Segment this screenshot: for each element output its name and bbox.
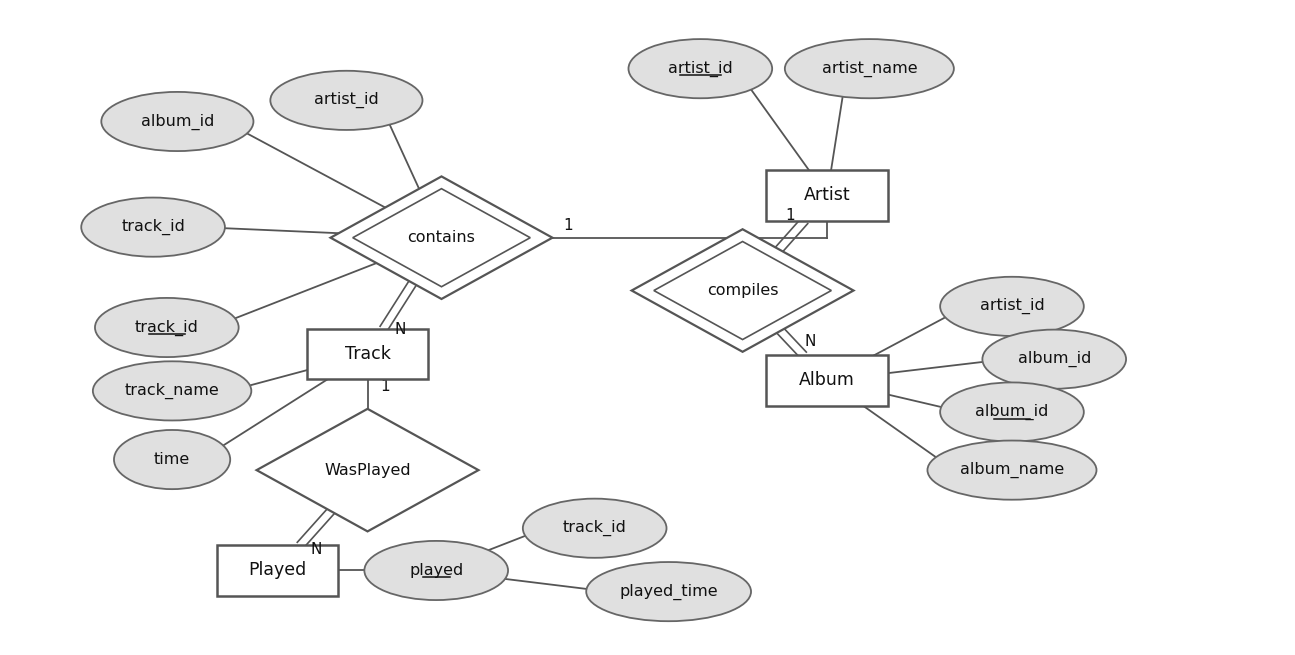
Text: WasPlayed: WasPlayed — [324, 462, 411, 477]
Ellipse shape — [95, 298, 238, 357]
Text: N: N — [395, 322, 407, 337]
Ellipse shape — [114, 430, 231, 489]
Ellipse shape — [785, 39, 954, 98]
FancyBboxPatch shape — [218, 545, 338, 596]
Ellipse shape — [523, 498, 667, 558]
Text: artist_id: artist_id — [979, 298, 1044, 314]
Ellipse shape — [93, 362, 251, 421]
Ellipse shape — [587, 562, 751, 621]
Ellipse shape — [927, 441, 1097, 500]
Text: album_id: album_id — [975, 404, 1049, 420]
Ellipse shape — [940, 277, 1084, 336]
Text: Played: Played — [249, 561, 307, 580]
FancyBboxPatch shape — [767, 355, 888, 405]
Ellipse shape — [271, 71, 422, 130]
Text: Track: Track — [344, 345, 391, 363]
Text: N: N — [311, 542, 321, 557]
Text: played: played — [409, 563, 464, 578]
Text: compiles: compiles — [707, 283, 778, 298]
Text: 1: 1 — [563, 217, 572, 233]
Ellipse shape — [101, 92, 254, 151]
Text: track_id: track_id — [563, 520, 627, 536]
Text: N: N — [805, 333, 816, 348]
Polygon shape — [330, 176, 553, 299]
FancyBboxPatch shape — [767, 170, 888, 221]
Text: time: time — [154, 452, 190, 467]
Text: Album: Album — [799, 371, 855, 389]
Polygon shape — [256, 409, 478, 531]
Ellipse shape — [983, 329, 1127, 389]
Text: artist_id: artist_id — [313, 92, 378, 109]
Text: Artist: Artist — [804, 187, 851, 204]
Polygon shape — [632, 229, 853, 352]
Text: album_id: album_id — [1018, 351, 1090, 367]
Ellipse shape — [940, 383, 1084, 441]
Polygon shape — [654, 242, 831, 339]
Ellipse shape — [82, 198, 225, 257]
Text: album_name: album_name — [960, 462, 1064, 478]
Polygon shape — [352, 189, 530, 287]
Text: track_name: track_name — [124, 383, 219, 399]
Text: album_id: album_id — [141, 113, 214, 130]
Text: 1: 1 — [381, 379, 390, 394]
Ellipse shape — [364, 541, 508, 600]
Text: artist_id: artist_id — [668, 60, 733, 77]
Text: track_id: track_id — [122, 219, 185, 235]
Text: contains: contains — [408, 230, 475, 245]
Text: artist_name: artist_name — [821, 60, 917, 77]
Ellipse shape — [628, 39, 772, 98]
FancyBboxPatch shape — [307, 329, 429, 379]
Text: track_id: track_id — [135, 320, 198, 335]
Text: played_time: played_time — [619, 584, 717, 600]
Text: 1: 1 — [785, 208, 795, 223]
